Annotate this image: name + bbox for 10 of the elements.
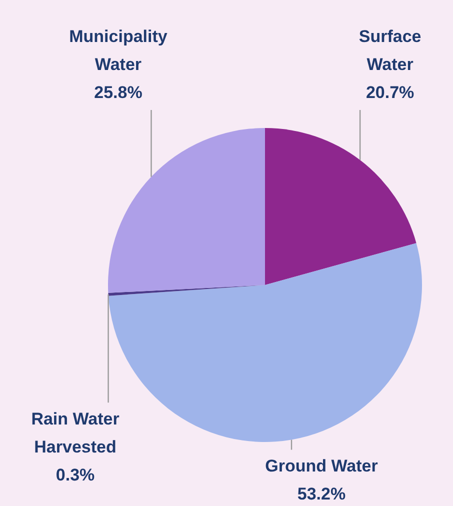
data-label: 20.7% xyxy=(366,83,414,102)
data-label: 53.2% xyxy=(297,484,346,504)
slice-label: Surface Water xyxy=(358,27,422,74)
pie-slice xyxy=(108,128,265,293)
data-label: 0.3% xyxy=(56,466,95,485)
pie-slice xyxy=(265,128,416,285)
data-label: 25.8% xyxy=(94,83,142,102)
slice-label: Municipality Water xyxy=(69,27,168,74)
slice-label: Rain Water Harvested xyxy=(31,410,120,457)
slice-label: Ground Water xyxy=(265,456,378,476)
